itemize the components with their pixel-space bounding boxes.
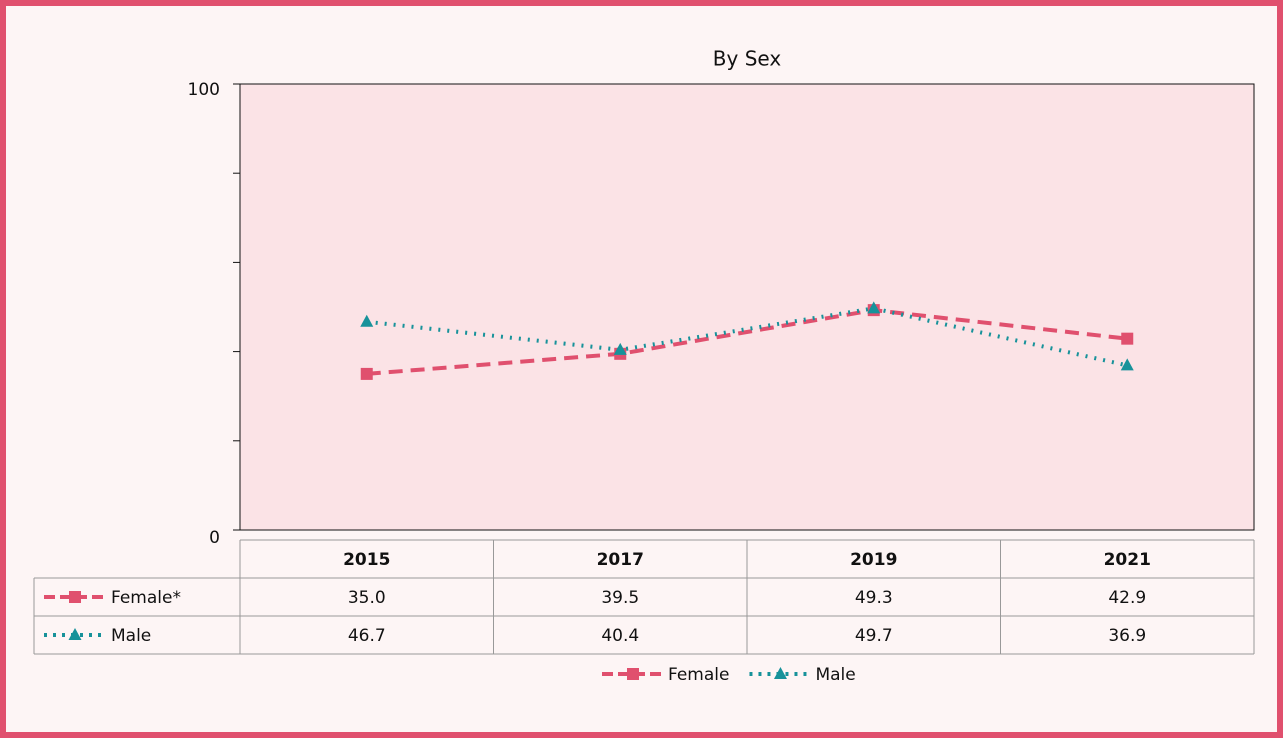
series-line [366, 306, 1128, 368]
x-tick-label: 2019 [850, 550, 897, 570]
data-label: 39.5 [601, 588, 639, 608]
y-tick-label: 0 [209, 528, 220, 548]
plot-area [239, 83, 1255, 531]
data-label: 49.3 [855, 588, 893, 608]
data-label: 46.7 [348, 626, 386, 646]
chart-title: By Sex [713, 47, 782, 71]
legend-marker [68, 628, 82, 640]
point [360, 314, 374, 327]
legend-marker [627, 668, 639, 680]
table-row-label: Male [111, 626, 151, 646]
data-label: 36.9 [1108, 626, 1146, 646]
data-label: 49.7 [855, 626, 893, 646]
point [867, 301, 881, 314]
y-tick-label: 100 [188, 80, 220, 100]
point [360, 367, 373, 380]
table-row-label: Female* [111, 588, 181, 608]
data-label: 35.0 [348, 588, 386, 608]
legend-marker [773, 667, 787, 679]
legend-marker [69, 591, 81, 603]
x-tick-label: 2015 [343, 550, 390, 570]
data-label: 40.4 [601, 626, 639, 646]
point [1121, 332, 1134, 345]
point [1120, 358, 1134, 371]
legend-label: Female [668, 665, 729, 685]
x-tick-label: 2017 [597, 550, 644, 570]
data-label: 42.9 [1108, 588, 1146, 608]
x-tick-label: 2021 [1104, 550, 1151, 570]
point [613, 342, 627, 355]
legend-label: Male [815, 665, 855, 685]
series-line [366, 308, 1128, 376]
